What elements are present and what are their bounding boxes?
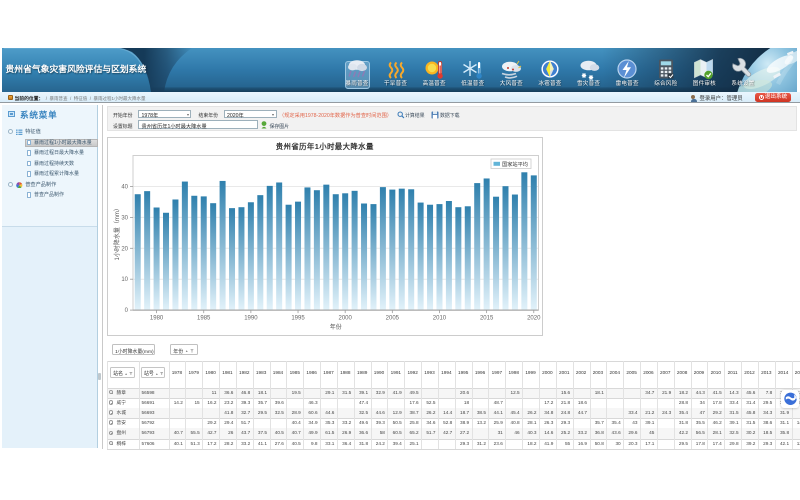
svg-text:1990: 1990: [244, 315, 258, 321]
svg-text:2000: 2000: [338, 315, 352, 321]
svg-text:20: 20: [121, 246, 128, 252]
svg-text:2010: 2010: [432, 315, 446, 321]
svg-text:年份: 年份: [329, 323, 341, 331]
svg-text:10: 10: [121, 277, 128, 283]
svg-text:1995: 1995: [291, 315, 305, 321]
svg-text:30: 30: [121, 215, 128, 221]
svg-text:0: 0: [124, 308, 128, 314]
svg-text:2005: 2005: [385, 315, 399, 321]
svg-text:40: 40: [121, 184, 128, 190]
svg-text:1980: 1980: [149, 315, 163, 321]
svg-text:2015: 2015: [479, 315, 493, 321]
svg-text:国家站平均: 国家站平均: [502, 160, 528, 168]
svg-text:1985: 1985: [197, 315, 211, 321]
svg-text:1小时降水量（mm）: 1小时降水量（mm）: [113, 205, 121, 260]
svg-text:2020: 2020: [527, 315, 541, 321]
